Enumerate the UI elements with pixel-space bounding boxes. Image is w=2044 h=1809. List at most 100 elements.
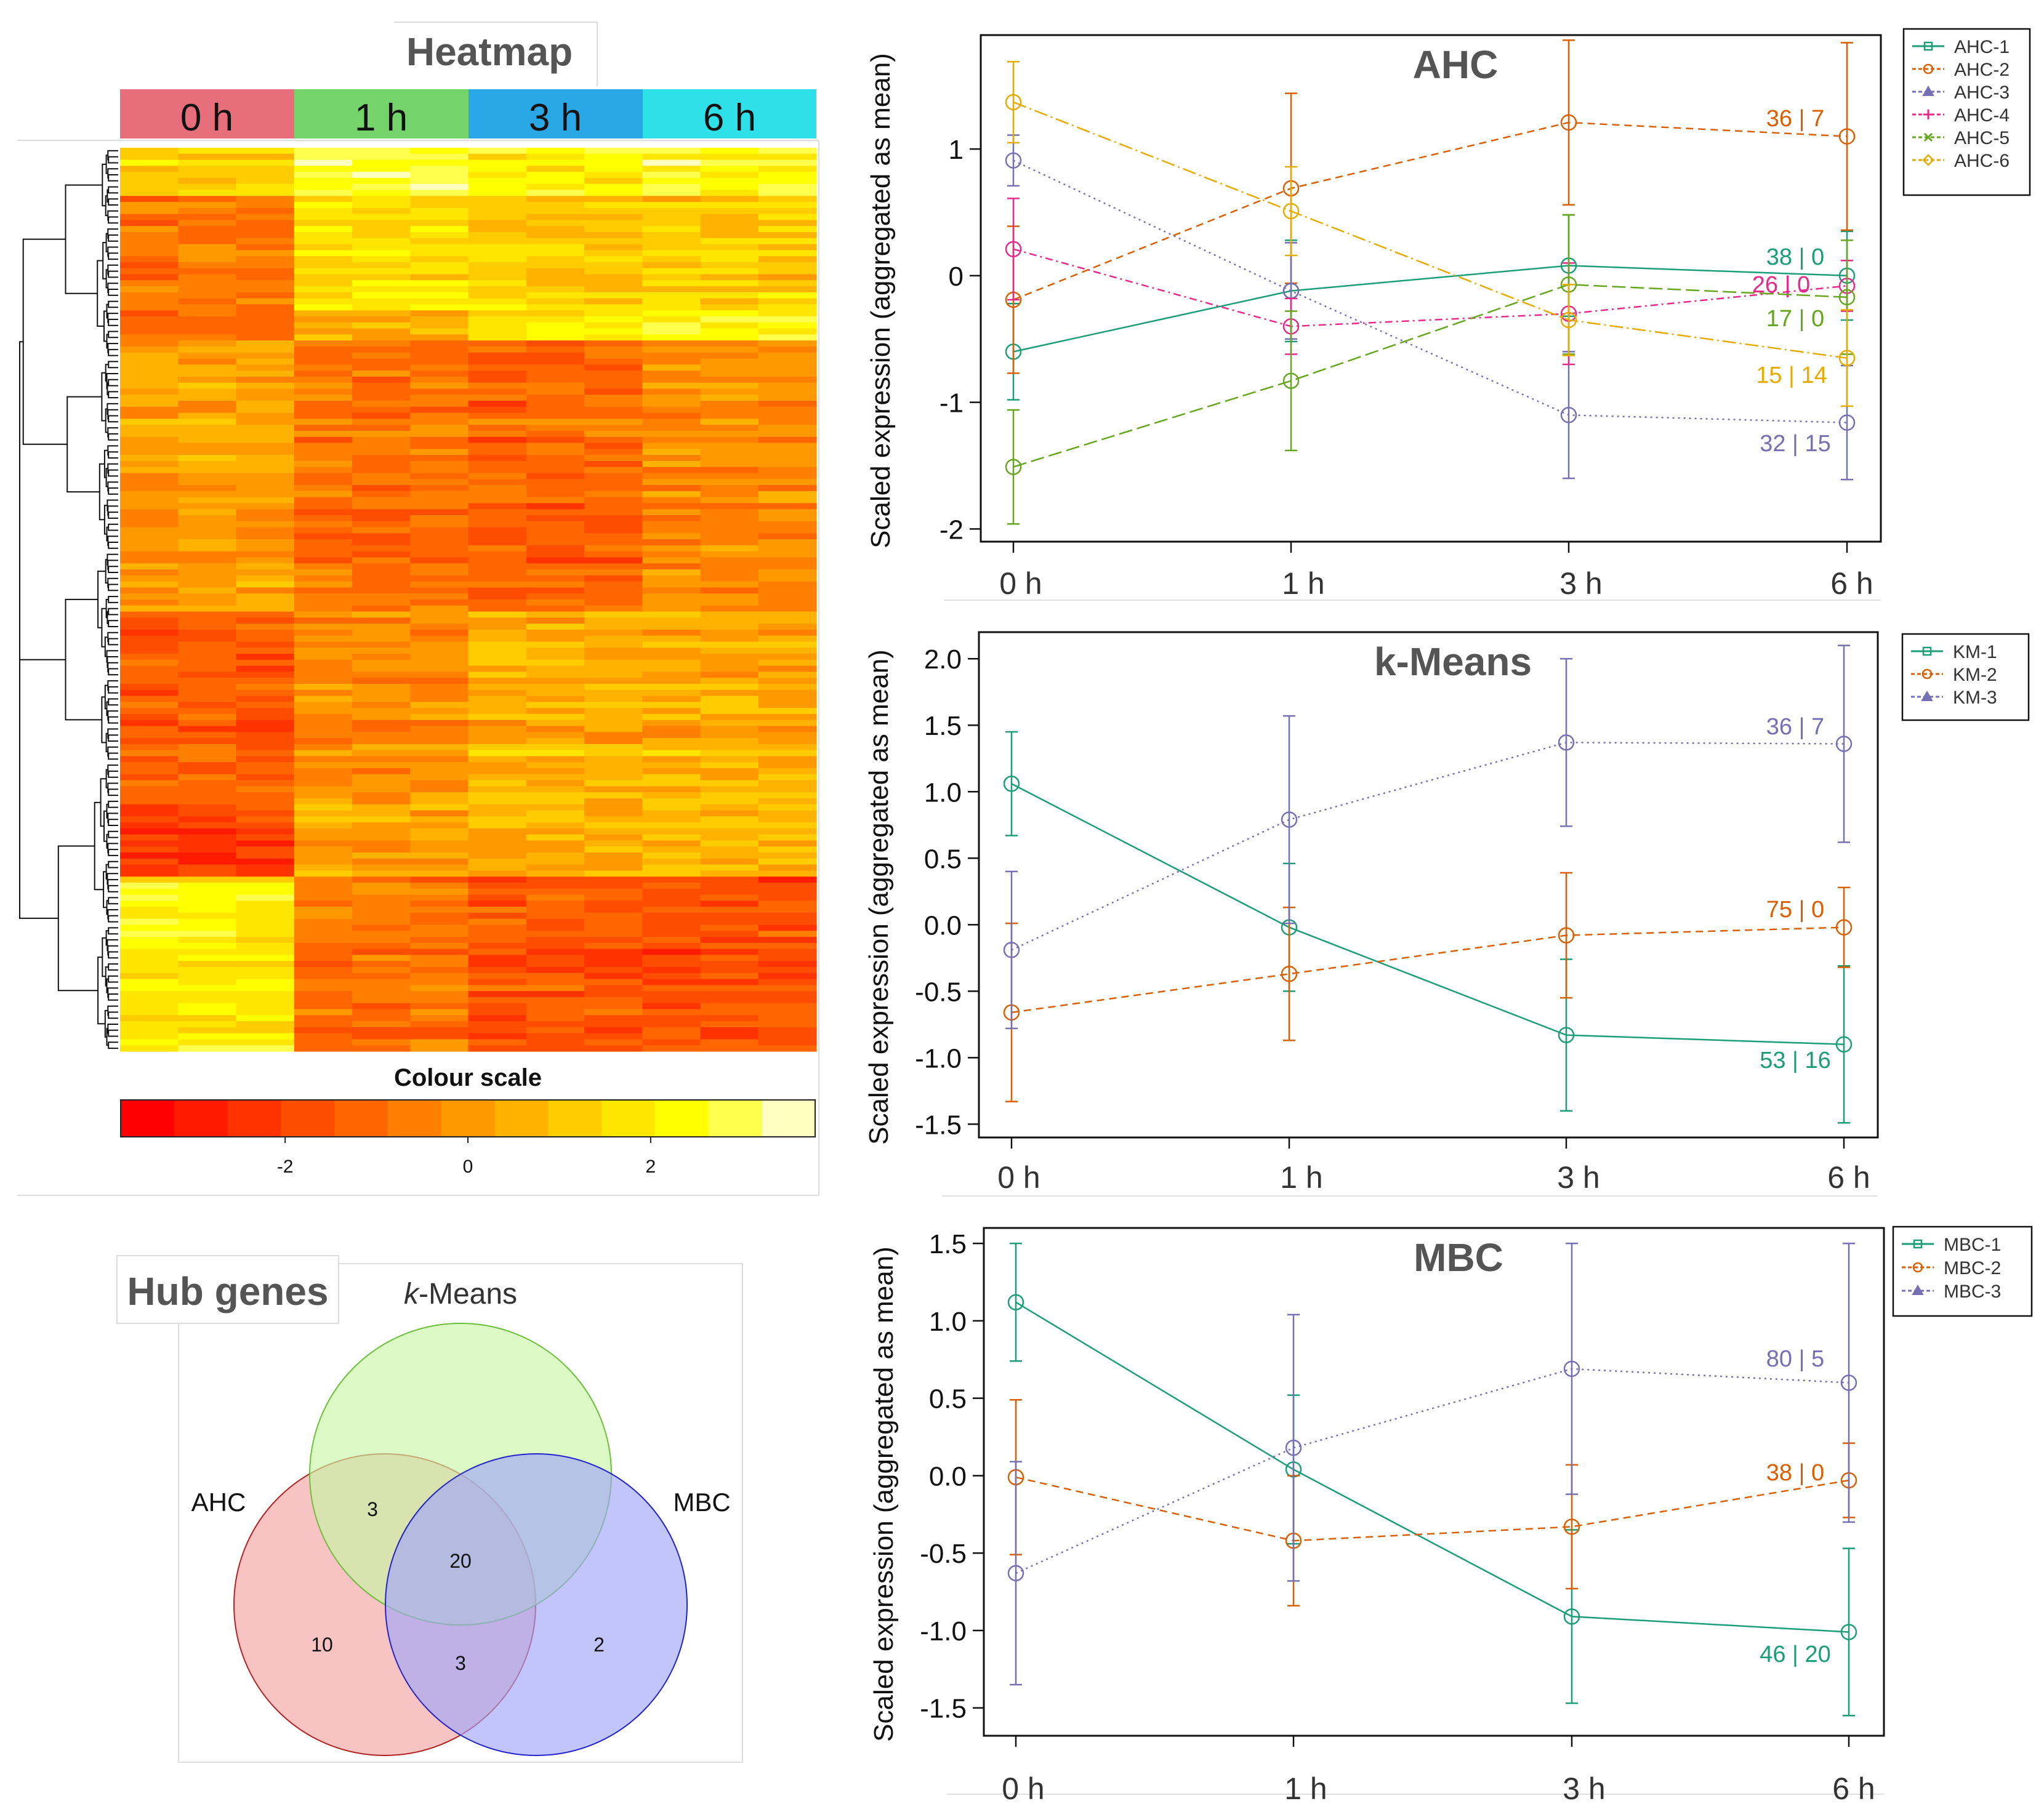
heatmap-cell bbox=[700, 828, 759, 835]
heatmap-cell bbox=[526, 882, 585, 889]
heatmap-cell bbox=[758, 515, 817, 522]
heatmap-cell bbox=[294, 1009, 353, 1016]
heatmap-cell bbox=[178, 786, 237, 793]
heatmap-cell bbox=[468, 696, 527, 702]
data-point-marker bbox=[1563, 1518, 1580, 1535]
heatmap-cell bbox=[700, 858, 759, 865]
heatmap-cell bbox=[294, 371, 353, 377]
heatmap-cell bbox=[178, 991, 237, 998]
heatmap-cell bbox=[352, 190, 411, 196]
heatmap-cell bbox=[642, 220, 701, 227]
heatmap-cell bbox=[410, 696, 469, 702]
heatmap-cell bbox=[236, 894, 295, 901]
heatmap-cell bbox=[468, 888, 527, 896]
heatmap-cell bbox=[758, 395, 817, 401]
heatmap-cell bbox=[178, 852, 237, 859]
heatmap-cell bbox=[410, 196, 469, 203]
heatmap-cell bbox=[468, 256, 527, 263]
heatmap-cell bbox=[294, 750, 353, 757]
heatmap-cell bbox=[352, 202, 411, 209]
heatmap-cell bbox=[642, 166, 701, 172]
heatmap-cell bbox=[758, 654, 817, 660]
heatmap-cell bbox=[642, 774, 701, 781]
heatmap-cell bbox=[410, 316, 469, 323]
heatmap-cell bbox=[294, 792, 353, 799]
heatmap-cell bbox=[120, 1027, 179, 1034]
heatmap-cell bbox=[294, 581, 353, 588]
heatmap-cell bbox=[758, 942, 817, 950]
heatmap-cell bbox=[236, 190, 295, 196]
heatmap-cell bbox=[410, 280, 469, 287]
heatmap-cell bbox=[352, 262, 411, 269]
heatmap-cell bbox=[120, 388, 179, 395]
heatmap-cell bbox=[120, 153, 179, 161]
series-count-label: 53 | 16 bbox=[1760, 1048, 1831, 1073]
heatmap-cell bbox=[294, 611, 353, 618]
heatmap-cell bbox=[352, 907, 411, 913]
heatmap-cell bbox=[352, 876, 411, 883]
heatmap-cell bbox=[584, 521, 643, 528]
heatmap-cell bbox=[352, 629, 411, 636]
heatmap-cell bbox=[700, 256, 759, 263]
heatmap-cell bbox=[700, 702, 759, 708]
heatmap-cell bbox=[526, 533, 585, 540]
heatmap-cell bbox=[758, 997, 817, 1004]
heatmap-cell bbox=[178, 732, 237, 739]
heatmap-cell bbox=[294, 1045, 353, 1052]
heatmap-cell bbox=[526, 966, 585, 974]
heatmap-cell bbox=[642, 648, 701, 654]
heatmap-cell bbox=[468, 238, 527, 245]
heatmap-cell bbox=[584, 1009, 643, 1016]
heatmap-cell bbox=[120, 624, 179, 630]
heatmap-cell bbox=[236, 641, 295, 648]
heatmap-cell bbox=[526, 629, 585, 636]
heatmap-cell bbox=[642, 280, 701, 287]
heatmap-cell bbox=[758, 436, 817, 444]
heatmap-cell bbox=[468, 479, 527, 486]
heatmap-cell bbox=[120, 605, 179, 612]
heatmap-cell bbox=[584, 250, 643, 257]
heatmap-cell bbox=[178, 768, 237, 775]
heatmap-cell bbox=[526, 1015, 585, 1022]
heatmap-cell bbox=[294, 419, 353, 425]
heatmap-cell bbox=[294, 262, 353, 269]
heatmap-cell bbox=[584, 346, 643, 353]
heatmap-cell bbox=[758, 732, 817, 739]
data-point-marker bbox=[1281, 966, 1298, 982]
heatmap-cell bbox=[236, 569, 295, 576]
heatmap-cell bbox=[410, 479, 469, 486]
heatmap-cell bbox=[120, 485, 179, 492]
data-point-marker bbox=[1840, 1624, 1857, 1640]
heatmap-cell bbox=[700, 436, 759, 444]
heatmap-cell bbox=[352, 274, 411, 281]
heatmap-cell bbox=[294, 214, 353, 221]
heatmap-cell bbox=[120, 629, 179, 636]
heatmap-cell bbox=[700, 925, 759, 931]
heatmap-cell bbox=[120, 985, 179, 992]
heatmap-cell bbox=[178, 738, 237, 745]
heatmap-cell bbox=[294, 876, 353, 883]
heatmap-cell bbox=[120, 509, 179, 516]
heatmap-cell bbox=[352, 997, 411, 1004]
heatmap-cell bbox=[584, 702, 643, 708]
heatmap-cell bbox=[584, 310, 643, 317]
heatmap-cell bbox=[468, 756, 527, 763]
heatmap-cell bbox=[178, 726, 237, 732]
heatmap-cell bbox=[352, 436, 411, 444]
heatmap-cell bbox=[236, 979, 295, 985]
heatmap-cell bbox=[410, 388, 469, 395]
heatmap-cell bbox=[294, 527, 353, 534]
heatmap-cell bbox=[526, 322, 585, 329]
heatmap-cell bbox=[294, 328, 353, 335]
heatmap-cell bbox=[584, 533, 643, 540]
plot-frame bbox=[983, 1227, 1885, 1737]
heatmap-cell bbox=[468, 153, 527, 161]
heatmap-cell bbox=[352, 196, 411, 203]
data-point-marker bbox=[1558, 927, 1575, 944]
legend-entry-label: AHC-3 bbox=[1954, 82, 2010, 103]
heatmap-cell bbox=[352, 406, 411, 414]
heatmap-cell bbox=[584, 358, 643, 365]
heatmap-cell bbox=[294, 732, 353, 739]
colour-scale-swatch bbox=[334, 1100, 388, 1137]
